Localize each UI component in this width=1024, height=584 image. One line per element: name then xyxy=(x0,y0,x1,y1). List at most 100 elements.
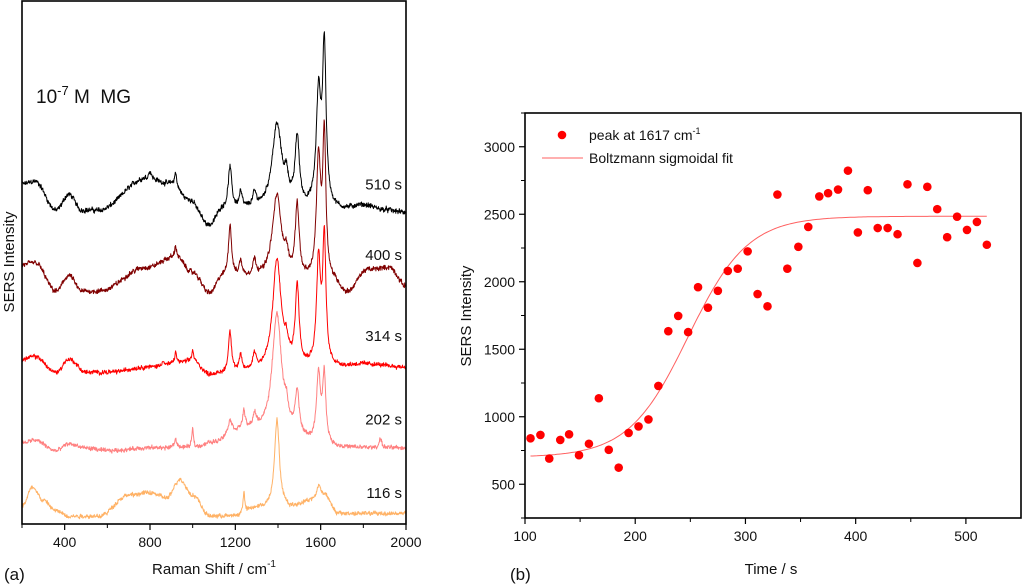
boltzmann-fit-line xyxy=(530,215,987,457)
data-point xyxy=(893,229,902,239)
data-point xyxy=(634,422,643,431)
data-point xyxy=(982,240,992,250)
data-point xyxy=(594,393,604,403)
x-tick-label: 100 xyxy=(513,528,537,544)
data-point xyxy=(733,264,743,273)
y-tick-label: 1500 xyxy=(484,341,515,357)
legend-label-peak: peak at 1617 cm-1 xyxy=(589,126,701,143)
spectrum-trace-314s xyxy=(21,225,407,377)
data-point xyxy=(555,435,565,445)
data-point xyxy=(536,430,545,440)
annotation-rest: M MG xyxy=(69,87,131,108)
data-point xyxy=(923,182,932,192)
y-tick-label: 3000 xyxy=(484,139,515,155)
data-point xyxy=(942,232,952,242)
trace-label: 510 s xyxy=(365,176,402,193)
panel-b-y-axis-label: SERS Intensity xyxy=(458,265,475,366)
data-point xyxy=(763,302,772,311)
annotation-exponent: -7 xyxy=(57,83,69,98)
data-point xyxy=(574,450,584,460)
trace-label: 116 s xyxy=(366,485,402,502)
x-tick-label: 2000 xyxy=(390,534,421,550)
legend-peak-text: peak at 1617 cm xyxy=(589,127,693,143)
data-point xyxy=(663,326,673,336)
data-point xyxy=(833,185,843,194)
data-point xyxy=(823,188,833,198)
panel-b-x-axis-label: Time / s xyxy=(745,561,798,578)
panel-a-x-ticks: 400 800 1200 1600 2000 xyxy=(21,524,422,550)
data-point xyxy=(673,311,683,321)
x-tick-label: 1200 xyxy=(220,534,251,550)
x-tick-label: 200 xyxy=(624,528,648,544)
data-point xyxy=(604,445,614,455)
data-point xyxy=(913,258,922,268)
trace-labels: 510 s 400 s 314 s 202 s 116 s xyxy=(365,176,402,502)
panel-b-kinetics: 100 200 300 400 500 50010001500200025003000 … xyxy=(458,112,1022,584)
data-point xyxy=(544,454,554,463)
trace-label: 314 s xyxy=(365,328,402,345)
data-point xyxy=(903,179,912,189)
data-point xyxy=(693,282,703,292)
data-point xyxy=(972,217,982,227)
data-point xyxy=(564,430,574,439)
spectrum-trace-116s xyxy=(21,417,407,520)
data-point xyxy=(624,428,633,438)
data-point xyxy=(713,286,723,296)
data-point xyxy=(683,327,693,337)
data-point xyxy=(962,225,972,235)
x-tick-label: 500 xyxy=(954,528,978,544)
legend-marker-dot xyxy=(557,130,567,140)
data-point xyxy=(614,463,623,472)
data-point xyxy=(814,192,824,201)
data-point xyxy=(873,223,883,233)
data-point xyxy=(644,415,653,424)
spectrum-trace-202s xyxy=(21,310,407,454)
data-point xyxy=(703,303,713,312)
x-tick-label: 300 xyxy=(734,528,758,544)
annotation-base: 10 xyxy=(36,87,57,108)
panel-a-frame xyxy=(21,0,407,525)
panel-b-y-ticks: 500 1000 1500 2000 2500 3000 xyxy=(484,112,525,519)
legend-label-fit: Boltzmann sigmoidal fit xyxy=(589,150,733,166)
data-point xyxy=(853,228,863,237)
data-point xyxy=(794,242,803,252)
data-point xyxy=(526,434,535,443)
panel-b-label: (b) xyxy=(510,565,531,584)
trace-label: 400 s xyxy=(365,247,402,264)
panel-a-spectra: 510 s 400 s 314 s 202 s 116 s 400 800 1200 1600… xyxy=(1,0,422,584)
spectra-traces xyxy=(21,31,407,520)
spectrum-trace-400s xyxy=(21,119,407,295)
data-point xyxy=(863,185,873,195)
panel-b-x-ticks: 100 200 300 400 500 xyxy=(513,518,978,544)
data-point xyxy=(743,247,752,256)
x-label-superscript: -1 xyxy=(267,559,276,570)
data-point xyxy=(753,289,762,299)
data-point xyxy=(654,381,663,391)
data-point xyxy=(932,204,942,214)
x-tick-label: 800 xyxy=(138,534,162,550)
data-point xyxy=(773,190,782,199)
x-tick-label: 400 xyxy=(844,528,868,544)
data-point xyxy=(803,222,813,232)
data-point xyxy=(952,212,962,221)
x-tick-label: 1600 xyxy=(305,534,336,550)
y-tick-label: 1000 xyxy=(484,409,515,425)
data-point xyxy=(723,266,733,276)
data-point xyxy=(843,166,853,175)
data-point xyxy=(883,223,892,233)
y-tick-label: 2500 xyxy=(484,206,515,222)
legend-peak-superscript: -1 xyxy=(693,126,701,136)
spectrum-trace-510s xyxy=(21,31,407,227)
legend: peak at 1617 cm-1 Boltzmann sigmoidal fi… xyxy=(542,126,733,166)
concentration-annotation: 10-7 M MG xyxy=(36,83,131,108)
y-tick-label: 500 xyxy=(492,476,516,492)
x-label-text: Raman Shift / cm xyxy=(152,561,267,578)
y-tick-label: 2000 xyxy=(484,274,515,290)
panel-a-x-axis-label: Raman Shift / cm-1 xyxy=(152,559,276,578)
trace-label: 202 s xyxy=(365,412,402,429)
panel-a-y-axis-label: SERS Intensity xyxy=(1,211,18,312)
x-tick-label: 400 xyxy=(53,534,77,550)
data-points xyxy=(526,166,992,472)
panel-b-frame xyxy=(524,112,1022,519)
